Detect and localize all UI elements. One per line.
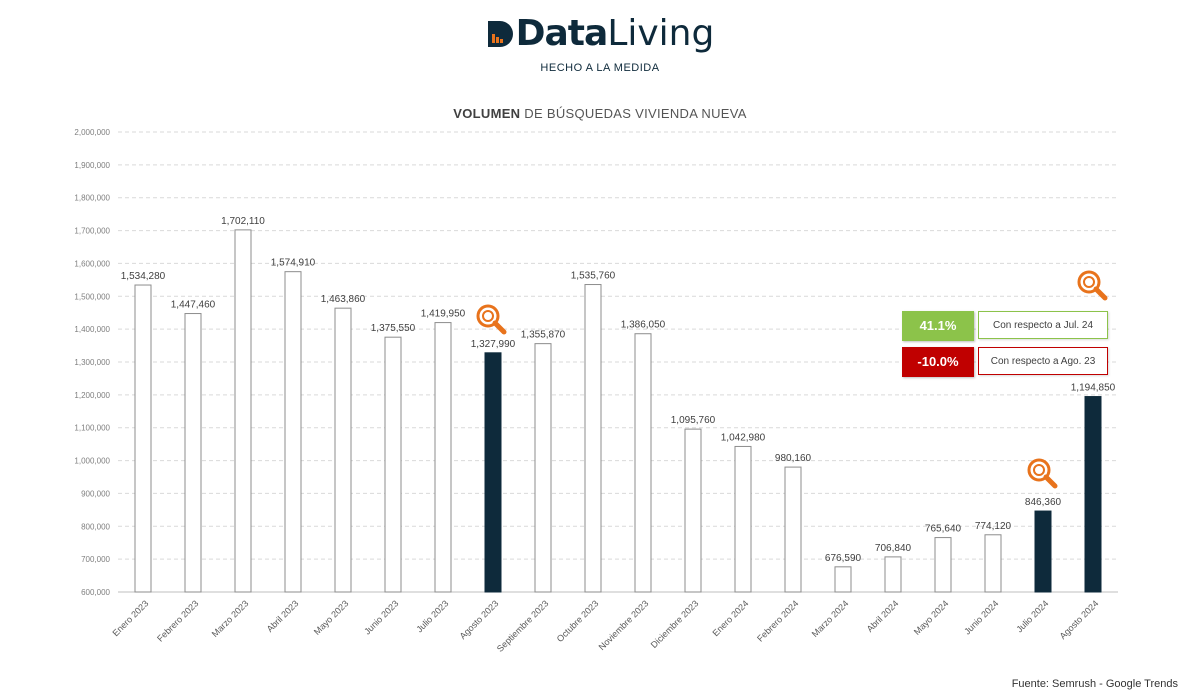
bar [384, 336, 402, 593]
logo-wordmark: Data Living [486, 12, 715, 56]
search-magnifier-icon [476, 304, 507, 335]
kpi-negative-value: -10.0% [902, 347, 974, 377]
search-magnifier-icon [1077, 270, 1108, 301]
logo-light-text: Living [607, 13, 715, 54]
bar-value-label: 765,640 [925, 524, 962, 535]
kpi-positive-value: 41.1% [902, 311, 974, 341]
chart-title-rest: DE BÚSQUEDAS VIVIENDA NUEVA [524, 106, 747, 121]
x-tick-label: Mayo 2024 [912, 598, 951, 637]
x-tick-label: Agosto 2023 [458, 598, 501, 641]
x-tick-label: Febrero 2023 [155, 598, 200, 643]
x-tick-label: Marzo 2024 [810, 598, 851, 639]
logo-bold-text: Data [515, 13, 609, 54]
bar [1084, 396, 1102, 593]
y-tick-label: 1,100,000 [74, 424, 110, 433]
bar-value-label: 1,042,980 [721, 432, 766, 443]
bar-value-label: 1,386,050 [621, 320, 666, 331]
x-tick-label: Febrero 2024 [755, 598, 800, 643]
bar-value-label: 1,095,760 [671, 415, 716, 426]
y-tick-label: 1,200,000 [74, 391, 110, 400]
bar-value-label: 1,327,990 [471, 339, 516, 350]
x-tick-label: Mayo 2023 [312, 598, 351, 637]
x-tick-label: Noviembre 2023 [597, 598, 651, 652]
bar [234, 229, 252, 593]
x-tick-label: Junio 2023 [362, 598, 400, 636]
x-tick-label: Julio 2023 [414, 598, 450, 634]
bar [884, 556, 902, 593]
bar [684, 428, 702, 593]
logo-tagline: HECHO A LA MEDIDA [540, 62, 660, 74]
bar-value-label: 1,375,550 [371, 323, 416, 334]
source-note: Fuente: Semrush - Google Trends [1011, 678, 1178, 690]
bar [434, 322, 452, 593]
y-tick-label: 1,900,000 [74, 161, 110, 170]
x-tick-label: Marzo 2023 [210, 598, 251, 639]
bar-value-label: 846,360 [1025, 497, 1062, 508]
bar [734, 445, 752, 593]
bar-value-label: 1,355,870 [521, 330, 566, 341]
bar [534, 343, 552, 593]
bar [284, 271, 302, 593]
logo-d-icon [487, 21, 513, 47]
bar [584, 284, 602, 593]
y-tick-label: 1,400,000 [74, 325, 110, 334]
x-tick-label: Abril 2023 [265, 598, 301, 634]
y-tick-label: 1,700,000 [74, 227, 110, 236]
bar-value-label: 706,840 [875, 543, 912, 554]
y-tick-label: 2,000,000 [74, 128, 110, 137]
y-tick-label: 1,600,000 [74, 259, 110, 268]
bar [834, 566, 852, 593]
x-tick-label: Enero 2023 [110, 598, 150, 638]
y-tick-label: 700,000 [81, 555, 110, 564]
chart-title-bold: VOLUMEN [453, 106, 521, 121]
x-tick-label: Diciembre 2023 [649, 598, 701, 650]
bar [1034, 510, 1052, 593]
search-magnifier-icon [1027, 458, 1058, 489]
bar-value-label: 1,194,850 [1071, 383, 1116, 394]
bar [134, 284, 152, 593]
x-tick-label: Julio 2024 [1014, 598, 1050, 634]
x-tick-label: Octubre 2023 [555, 598, 601, 644]
y-tick-label: 1,300,000 [74, 358, 110, 367]
bar-value-label: 980,160 [775, 453, 812, 464]
bar [634, 333, 652, 593]
bar-value-label: 1,535,760 [571, 271, 616, 282]
y-tick-label: 800,000 [81, 522, 110, 531]
logo: Data Living [0, 12, 1200, 56]
y-tick-label: 1,800,000 [74, 194, 110, 203]
bar [334, 307, 352, 593]
bar-value-label: 1,702,110 [221, 216, 265, 227]
x-tick-label: Septiembre 2023 [495, 598, 551, 654]
bar-value-label: 1,574,910 [271, 258, 316, 269]
y-tick-label: 1,500,000 [74, 292, 110, 301]
bar-value-label: 1,463,860 [321, 294, 366, 305]
bar [984, 534, 1002, 593]
bar-value-label: 1,419,950 [421, 309, 466, 320]
y-tick-label: 900,000 [81, 489, 110, 498]
bar [934, 537, 952, 593]
y-tick-label: 1,000,000 [74, 457, 110, 466]
chart-title: VOLUMEN DE BÚSQUEDAS VIVIENDA NUEVA [0, 106, 1200, 121]
bar-value-label: 676,590 [825, 553, 862, 564]
kpi-positive-label: Con respecto a Jul. 24 [978, 311, 1108, 339]
x-tick-label: Junio 2024 [962, 598, 1000, 636]
bar-value-label: 1,534,280 [121, 271, 166, 282]
y-tick-label: 600,000 [81, 588, 110, 597]
x-tick-label: Abril 2024 [865, 598, 901, 634]
bar [184, 313, 202, 593]
bar [484, 352, 502, 593]
bar-value-label: 1,447,460 [171, 300, 216, 311]
x-tick-label: Agosto 2024 [1058, 598, 1101, 641]
kpi-negative-label: Con respecto a Ago. 23 [978, 347, 1108, 375]
bar [784, 466, 802, 593]
x-tick-label: Enero 2024 [710, 598, 750, 638]
bar-value-label: 774,120 [975, 521, 1012, 532]
